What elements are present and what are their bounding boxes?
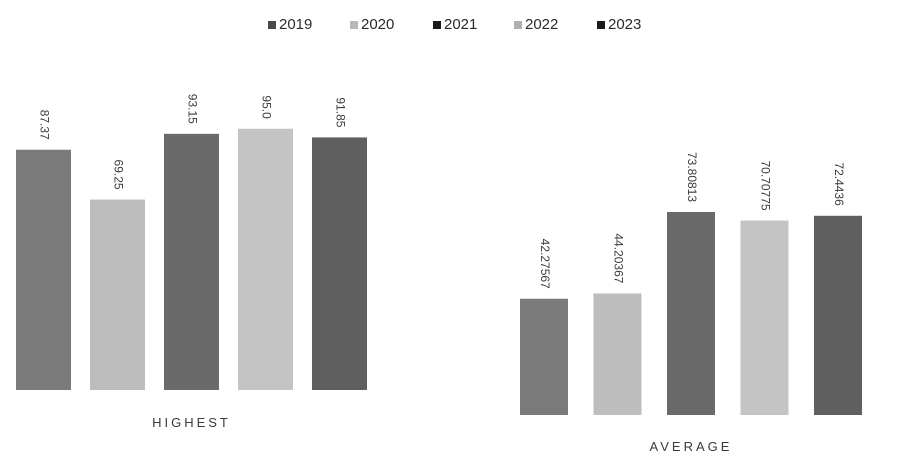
- legend-swatch-2019: [268, 20, 276, 29]
- chart-panel-average: 42.27567 44.20367 73.80813 70.70775 72.4436 A…: [520, 152, 862, 454]
- data-label-highest-2020: 69.25: [111, 160, 125, 190]
- legend-swatch-2023: [597, 20, 605, 29]
- bar-highest-2020: [90, 199, 145, 390]
- chart-panel-highest: 87.37 69.25 93.15 95.0 91.85 HIGHEST: [16, 94, 367, 430]
- data-label-average-2020: 44.20367: [611, 233, 625, 283]
- bar-average-2022: [740, 220, 789, 415]
- bar-average-2021: [667, 212, 715, 415]
- data-label-average-2023: 72.4436: [832, 162, 846, 206]
- legend-item-2021: 2021: [433, 16, 477, 33]
- data-label-highest-2022: 95.0: [259, 95, 273, 119]
- legend-item-2019: 2019: [268, 16, 312, 33]
- category-label-highest: HIGHEST: [152, 415, 231, 430]
- data-label-average-2021: 73.80813: [685, 152, 699, 202]
- category-label-average: AVERAGE: [650, 439, 733, 454]
- legend-swatch-2022: [514, 20, 522, 29]
- data-label-highest-2019: 87.37: [37, 110, 51, 140]
- legend-label-2023: 2023: [608, 16, 642, 33]
- legend-item-2020: 2020: [350, 16, 394, 33]
- chart-legend: 2019 2020 2021 2022 2023: [0, 16, 919, 44]
- legend-item-2023: 2023: [597, 16, 641, 33]
- data-label-average-2022: 70.70775: [758, 160, 772, 210]
- bar-highest-2019: [16, 149, 71, 390]
- legend-swatch-2021: [433, 20, 441, 29]
- data-label-average-2019: 42.27567: [538, 239, 552, 289]
- data-label-highest-2023: 91.85: [333, 97, 347, 127]
- bar-highest-2022: [238, 128, 293, 390]
- data-label-highest-2021: 93.15: [185, 94, 199, 124]
- legend-label-2020: 2020: [361, 16, 395, 33]
- bar-highest-2021: [164, 133, 219, 390]
- bar-average-2023: [814, 215, 862, 415]
- legend-swatch-2020: [350, 20, 358, 29]
- legend-label-2021: 2021: [444, 16, 478, 33]
- bar-average-2020: [593, 293, 642, 415]
- bar-average-2019: [520, 298, 568, 415]
- bar-highest-2023: [312, 137, 367, 390]
- legend-item-2022: 2022: [514, 16, 558, 33]
- legend-label-2022: 2022: [525, 16, 559, 33]
- legend-label-2019: 2019: [279, 16, 313, 33]
